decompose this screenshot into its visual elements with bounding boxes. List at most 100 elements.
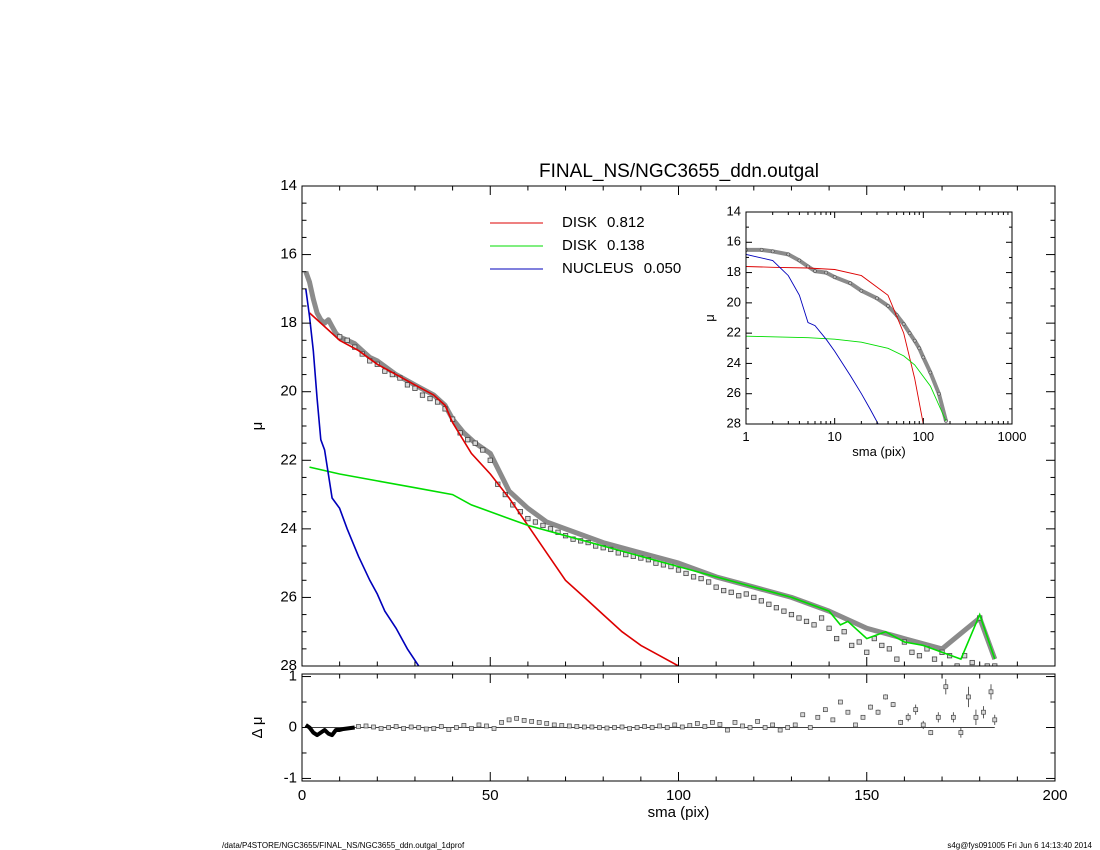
inset-data-point [797, 258, 802, 263]
residual-point [597, 725, 602, 730]
residual-point [868, 704, 873, 710]
residual-point [687, 723, 693, 728]
inset-y-axis-label: μ [702, 314, 717, 322]
main-data-point [532, 519, 539, 525]
main-data-point [404, 382, 411, 388]
residual-point [694, 721, 700, 726]
inset-model-total-curve [746, 247, 948, 422]
main-series-nucleus-0-050 [305, 288, 420, 666]
residual-point [461, 723, 467, 728]
main-data-point [788, 611, 795, 618]
legend-label-disk-2: DISK [562, 237, 597, 254]
main-data-point [683, 570, 689, 577]
inset-ytick-label-16: 16 [727, 234, 741, 249]
residual-point [981, 709, 986, 715]
main-data-point [472, 440, 478, 446]
residual-point [992, 717, 998, 723]
inset-data-point [907, 331, 912, 335]
residual-point [401, 726, 407, 731]
residual-point [566, 723, 572, 729]
legend: DISK 0.812 DISK 0.138 NUCLEUS 0.050 [490, 214, 681, 277]
main-data-point [864, 649, 870, 655]
main-data-point [706, 579, 712, 585]
inset-series-nucleus-0-050 [746, 253, 879, 424]
inset-ytick-label-14: 14 [727, 203, 741, 218]
residual-point [898, 720, 903, 725]
residual-point [973, 714, 979, 720]
residual-xtick-label-50: 50 [482, 787, 499, 804]
residual-point [378, 726, 384, 731]
legend-value-disk-1: 0.812 [607, 214, 645, 231]
main-series-disk-0-138 [309, 466, 996, 661]
main-data-point [743, 591, 749, 597]
legend-entry-disk-2: DISK 0.138 [562, 237, 645, 254]
residual-plot-area [302, 679, 998, 738]
residual-point [506, 717, 512, 723]
main-data-point [434, 399, 441, 405]
residual-point [589, 724, 595, 730]
main-data-point [540, 522, 546, 529]
legend-label-disk-1: DISK [562, 214, 597, 231]
main-data-point [698, 575, 704, 582]
residual-point [679, 724, 685, 730]
legend-label-nucleus: NUCLEUS [562, 260, 634, 277]
residual-point [446, 727, 452, 732]
inset-data-point [928, 370, 933, 375]
main-data-point [690, 574, 697, 580]
main-data-point [849, 642, 855, 649]
residual-point [491, 726, 497, 731]
footer-file-path: /data/P4STORE/NGC3655/FINAL_NS/NGC3655_d… [222, 841, 465, 850]
residual-point [544, 721, 550, 726]
residual-point [416, 725, 422, 730]
main-data-point [811, 622, 817, 628]
residual-point [740, 723, 745, 729]
residual-inner-curve [304, 723, 355, 738]
main-ytick-label-22: 22 [280, 451, 297, 468]
residual-point [582, 724, 587, 730]
legend-entry-disk-1: DISK 0.812 [562, 214, 645, 231]
residual-point [928, 730, 934, 735]
residual-point [762, 725, 768, 730]
main-ytick-label-26: 26 [280, 588, 297, 605]
main-data-point [713, 584, 719, 590]
main-data-point [337, 334, 343, 340]
main-data-point [818, 615, 825, 621]
inset-xtick-label-1000: 1000 [998, 429, 1027, 444]
main-data-point [894, 656, 900, 662]
main-data-point [728, 589, 734, 595]
residual-point [920, 722, 926, 728]
residual-point [551, 722, 557, 728]
residual-point [860, 714, 866, 720]
inset-data-point [917, 346, 922, 351]
main-y-axis-label: μ [249, 422, 266, 431]
main-data-point [751, 594, 757, 601]
main-data-point [796, 615, 802, 621]
residual-y-axis-label: Δ μ [249, 716, 266, 738]
residual-point [807, 725, 813, 730]
inset-series-disk-0-812 [746, 266, 924, 424]
residual-point [356, 724, 361, 729]
inset-data-point [912, 338, 917, 343]
residual-point [469, 726, 474, 731]
residual-point [672, 722, 678, 728]
main-series-disk-0-812 [308, 312, 679, 666]
residual-point [943, 684, 949, 690]
main-data-point [766, 601, 772, 607]
main-data-point [931, 656, 938, 662]
residual-point [815, 714, 821, 720]
inset-xtick-label-1: 1 [742, 429, 749, 444]
inset-data-point [770, 249, 775, 254]
main-data-point [344, 337, 350, 343]
inset-data-point [901, 322, 906, 326]
residual-point [574, 724, 580, 729]
main-data-point [856, 639, 862, 645]
main-plot-area [303, 270, 998, 666]
residual-point [476, 722, 482, 728]
main-data-point [886, 646, 892, 652]
inset-xtick-label-100: 100 [912, 429, 934, 444]
residual-point [702, 724, 708, 729]
residual-ytick-label-0: 0 [289, 718, 297, 735]
main-data-point [721, 587, 727, 594]
